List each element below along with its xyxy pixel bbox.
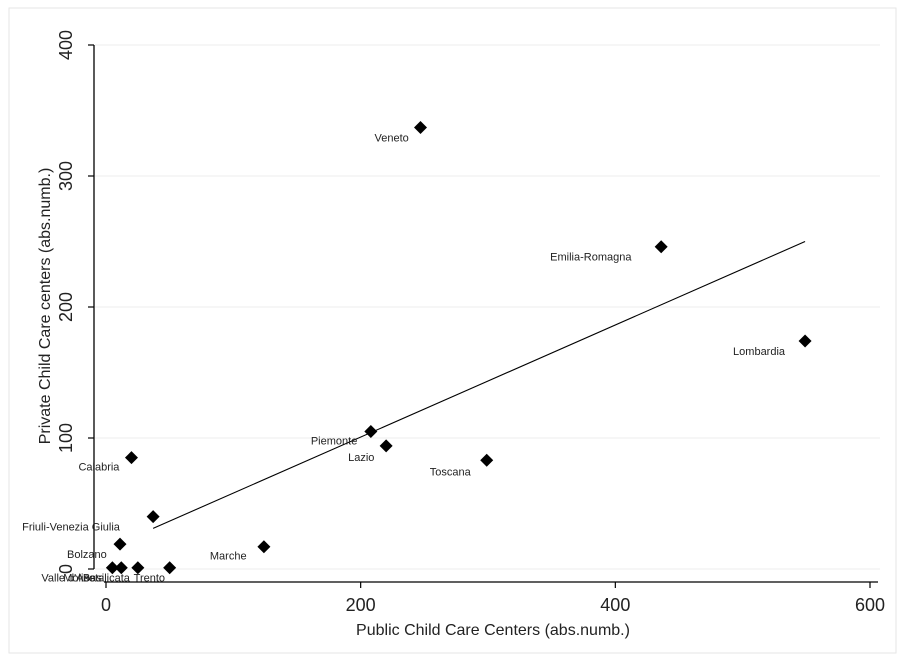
y-tick-label: 200	[56, 292, 76, 322]
y-axis-title: Private Child Care centers (abs.numb.)	[37, 168, 54, 445]
data-point-marker	[146, 510, 160, 524]
data-points: Veneto Emilia-Romagna Lombardia Piemonte Laz…	[22, 121, 812, 585]
data-point-marker	[163, 561, 177, 575]
x-tick-label: 200	[346, 595, 376, 615]
data-point-marker	[480, 453, 494, 467]
data-point-marker	[131, 561, 145, 575]
data-point-marker	[364, 424, 378, 438]
data-point-marker	[798, 334, 812, 348]
data-point-marker	[379, 439, 393, 453]
y-tick-label: 400	[56, 30, 76, 60]
fit-line-layer	[152, 240, 806, 529]
data-point-label: Friuli-Venezia Giulia	[22, 522, 121, 534]
data-point-marker	[113, 537, 127, 551]
data-point-label: Basilicata	[83, 573, 131, 585]
outer-border	[8, 7, 897, 654]
y-tick-label: 300	[56, 161, 76, 191]
data-point-marker	[257, 540, 271, 554]
data-point-label: Veneto	[375, 133, 409, 145]
data-point-label: Calabria	[78, 462, 120, 474]
data-point-label: Valle d'Aosta	[41, 573, 105, 585]
data-point-marker	[105, 561, 119, 575]
data-point-marker	[124, 451, 138, 465]
x-axis-title: Public Child Care Centers (abs.numb.)	[356, 622, 630, 639]
data-point-label: Molise	[63, 573, 95, 585]
x-tick-label: 600	[855, 595, 885, 615]
x-tick-label: 0	[101, 595, 111, 615]
axis-ticks: 0 100 200 300 400 0 200 400 600	[56, 30, 885, 615]
data-point-marker	[654, 240, 668, 254]
data-point-marker	[414, 121, 428, 135]
fit-line	[152, 240, 806, 529]
y-tick-label: 0	[56, 564, 76, 574]
data-point-label: Bolzano	[67, 549, 107, 561]
data-point-label: Piemonte	[311, 435, 357, 447]
y-tick-label: 100	[56, 423, 76, 453]
data-point-label: Lombardia	[733, 346, 786, 358]
data-point-label: Trento	[134, 573, 165, 585]
gridlines	[95, 44, 880, 570]
x-tick-label: 400	[600, 595, 630, 615]
data-point-label: Toscana	[430, 466, 472, 478]
data-point-marker	[114, 561, 128, 575]
data-point-label: Emilia-Romagna	[550, 252, 632, 264]
data-point-label: Lazio	[348, 452, 374, 464]
data-point-label: Marche	[210, 551, 247, 563]
